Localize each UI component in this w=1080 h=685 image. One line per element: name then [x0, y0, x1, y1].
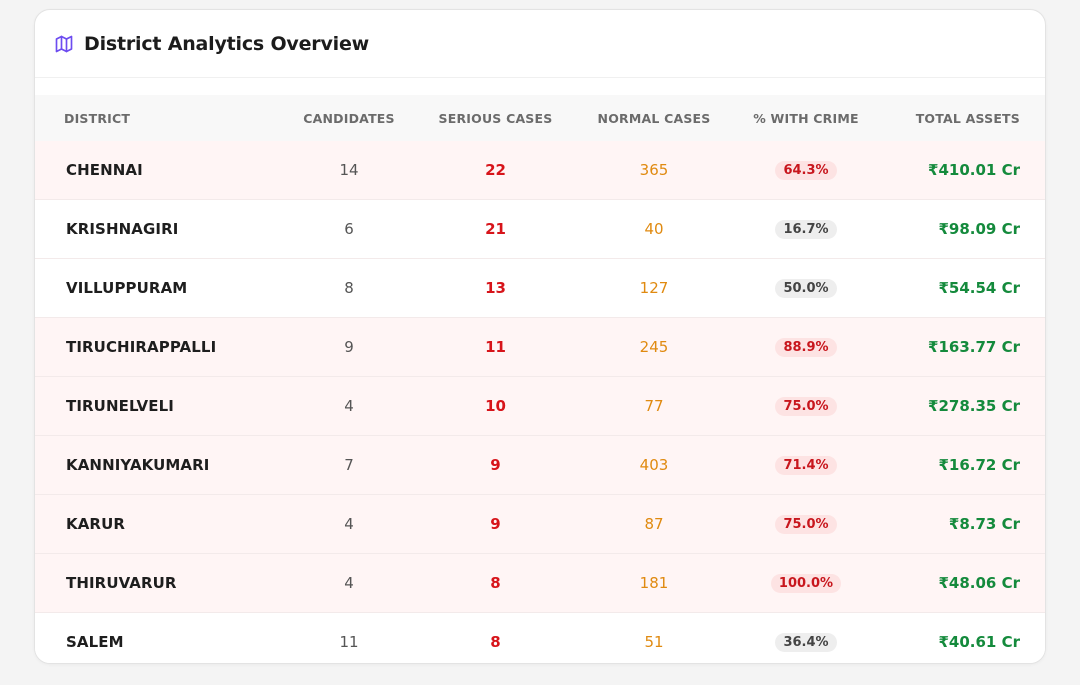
serious-cases-count: 13	[485, 279, 506, 298]
normal-cases-count: 181	[639, 573, 669, 592]
crime-percent-badge: 50.0%	[775, 279, 837, 299]
district-name: SALEM	[66, 632, 124, 651]
crime-percent-cell: 88.9%	[736, 318, 876, 377]
candidates-count: 4	[344, 397, 354, 415]
table-row[interactable]: TIRUCHIRAPPALLI 9 11 245 88.9% ₹163.77 Cr	[35, 317, 1045, 377]
total-assets-value: ₹278.35 Cr	[928, 397, 1020, 415]
column-header-candidates[interactable]: CANDIDATES	[303, 110, 395, 126]
total-assets-value: ₹8.73 Cr	[948, 514, 1020, 533]
total-assets-value: ₹48.06 Cr	[938, 573, 1020, 592]
candidates-count: 11	[339, 632, 359, 651]
district-name: TIRUCHIRAPPALLI	[66, 338, 217, 357]
total-assets-value: ₹16.72 Cr	[938, 455, 1020, 474]
candidates-count: 4	[344, 514, 354, 533]
total-assets-value: ₹54.54 Cr	[938, 279, 1020, 298]
table-row[interactable]: THIRUVARUR 4 8 181 100.0% ₹48.06 Cr	[35, 553, 1045, 613]
table-body: CHENNAI 14 22 365 64.3% ₹410.01 Cr KRISHNAGIRI…	[35, 141, 1045, 663]
candidates-count: 9	[344, 338, 354, 357]
candidates-count: 8	[344, 279, 354, 298]
crime-percent-cell: 36.4%	[736, 612, 876, 663]
table-header-row: DISTRICT CANDIDATES SERIOUS CASES NORMAL…	[35, 95, 1045, 141]
serious-cases-count: 9	[490, 455, 501, 474]
serious-cases-count: 8	[490, 632, 501, 651]
column-header-normal-cases[interactable]: NORMAL CASES	[597, 110, 711, 126]
crime-percent-badge: 71.4%	[775, 455, 837, 475]
table-row[interactable]: KARUR 4 9 87 75.0% ₹8.73 Cr	[35, 494, 1045, 554]
serious-cases-count: 22	[485, 161, 506, 180]
district-name: VILLUPPURAM	[66, 279, 188, 298]
card-title: District Analytics Overview	[84, 32, 369, 55]
district-table: DISTRICT CANDIDATES SERIOUS CASES NORMAL…	[35, 95, 1045, 663]
map-icon	[53, 33, 75, 55]
normal-cases-count: 245	[639, 338, 669, 357]
crime-percent-badge: 64.3%	[775, 161, 837, 181]
column-header-percent-crime[interactable]: % WITH CRIME	[753, 110, 859, 126]
crime-percent-cell: 50.0%	[736, 259, 876, 318]
column-header-total-assets[interactable]: TOTAL ASSETS	[915, 110, 1020, 126]
district-name: KANNIYAKUMARI	[66, 455, 210, 474]
district-name: CHENNAI	[66, 161, 143, 180]
crime-percent-badge: 100.0%	[770, 573, 842, 593]
card-header: District Analytics Overview	[35, 10, 1045, 78]
total-assets-value: ₹163.77 Cr	[928, 338, 1020, 357]
crime-percent-cell: 16.7%	[736, 200, 876, 259]
district-name: TIRUNELVELI	[66, 397, 174, 415]
normal-cases-count: 127	[639, 279, 669, 298]
crime-percent-badge: 75.0%	[775, 514, 837, 534]
table-row[interactable]: CHENNAI 14 22 365 64.3% ₹410.01 Cr	[35, 141, 1045, 200]
total-assets-value: ₹98.09 Cr	[938, 220, 1020, 239]
serious-cases-count: 10	[485, 397, 506, 415]
district-name: THIRUVARUR	[66, 573, 177, 592]
serious-cases-count: 9	[490, 514, 501, 533]
serious-cases-count: 11	[485, 338, 506, 357]
normal-cases-count: 51	[644, 632, 664, 651]
district-table-wrapper: DISTRICT CANDIDATES SERIOUS CASES NORMAL…	[35, 95, 1045, 663]
normal-cases-count: 87	[644, 514, 664, 533]
district-analytics-card: District Analytics Overview DISTRICT CAN…	[34, 9, 1046, 664]
crime-percent-cell: 75.0%	[736, 377, 876, 436]
candidates-count: 6	[344, 220, 354, 239]
table-row[interactable]: SALEM 11 8 51 36.4% ₹40.61 Cr	[35, 612, 1045, 663]
normal-cases-count: 365	[639, 161, 669, 180]
normal-cases-count: 403	[639, 455, 669, 474]
candidates-count: 14	[339, 161, 359, 180]
crime-percent-cell: 71.4%	[736, 435, 876, 494]
district-name: KRISHNAGIRI	[66, 220, 179, 239]
column-header-district[interactable]: DISTRICT	[64, 110, 131, 126]
serious-cases-count: 8	[490, 573, 501, 592]
table-row[interactable]: KANNIYAKUMARI 7 9 403 71.4% ₹16.72 Cr	[35, 435, 1045, 495]
total-assets-value: ₹40.61 Cr	[938, 632, 1020, 651]
crime-percent-badge: 75.0%	[775, 397, 837, 416]
column-header-serious-cases[interactable]: SERIOUS CASES	[438, 110, 553, 126]
candidates-count: 7	[344, 455, 354, 474]
candidates-count: 4	[344, 573, 354, 592]
serious-cases-count: 21	[485, 220, 506, 239]
crime-percent-cell: 100.0%	[736, 553, 876, 612]
table-row[interactable]: TIRUNELVELI 4 10 77 75.0% ₹278.35 Cr	[35, 376, 1045, 436]
total-assets-value: ₹410.01 Cr	[928, 161, 1020, 180]
crime-percent-cell: 75.0%	[736, 494, 876, 553]
crime-percent-cell: 64.3%	[736, 141, 876, 200]
crime-percent-badge: 88.9%	[775, 338, 837, 358]
normal-cases-count: 40	[644, 220, 664, 239]
district-name: KARUR	[66, 514, 126, 533]
normal-cases-count: 77	[644, 397, 664, 415]
table-row[interactable]: VILLUPPURAM 8 13 127 50.0% ₹54.54 Cr	[35, 258, 1045, 318]
table-row[interactable]: KRISHNAGIRI 6 21 40 16.7% ₹98.09 Cr	[35, 199, 1045, 259]
crime-percent-badge: 36.4%	[775, 632, 837, 652]
crime-percent-badge: 16.7%	[775, 220, 837, 240]
